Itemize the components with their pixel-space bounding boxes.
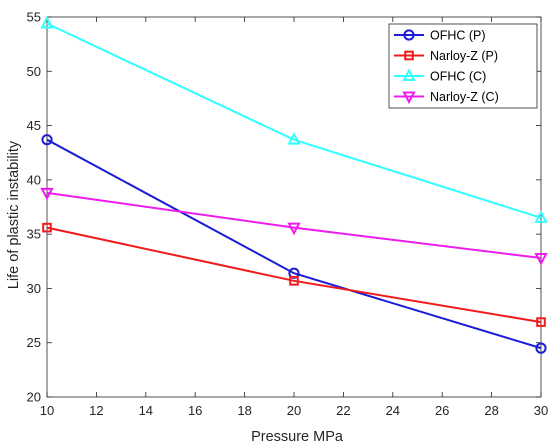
legend-label: Narloy-Z (C) [430,90,499,104]
data-point-marker [41,134,53,146]
series-line [46,138,542,350]
legend-label: Narloy-Z (P) [430,49,498,63]
x-axis-label: Pressure MPa [251,429,344,445]
y-tick-label: 30 [27,281,41,296]
series-1 [42,222,546,327]
x-tick-label: 14 [139,403,153,418]
y-tick-label: 35 [27,227,41,242]
x-tick-label: 24 [386,403,400,418]
legend-swatch-marker [404,50,414,61]
y-tick-label: 45 [27,118,41,133]
legend: OFHC (P) Narloy-Z (P) OFHC (C) Narloy-Z (C) [388,23,538,109]
x-tick-label: 26 [435,403,449,418]
x-tick-label: 20 [287,403,301,418]
x-tick-label: 10 [40,403,54,418]
y-axis-ticks: 20 25 30 35 40 45 50 55 [27,10,541,405]
y-tick-label: 25 [27,335,41,350]
x-tick-label: 22 [336,403,350,418]
legend-swatch-marker [402,68,416,81]
data-point-marker [40,15,54,29]
series-2 [40,15,548,223]
series-0 [41,134,547,354]
legend-item: OFHC (P) [394,29,486,43]
x-tick-label: 30 [534,403,548,418]
data-point-marker [40,187,54,201]
legend-item: OFHC (C) [394,68,486,84]
data-point-marker [534,253,548,266]
y-tick-label: 50 [27,64,41,79]
data-point-marker [535,342,547,354]
data-point-marker [534,210,548,223]
legend-item: Narloy-Z (P) [394,49,498,63]
data-point-marker [287,132,301,145]
legend-swatch-marker [403,29,415,41]
series-line [46,226,542,324]
data-point-marker [289,276,299,286]
legend-label: OFHC (P) [430,29,486,43]
legend-label: OFHC (C) [430,70,486,84]
y-axis-label: Life of plastic instability [6,140,22,289]
data-point-marker [536,317,546,327]
x-tick-label: 16 [188,403,202,418]
legend-item: Narloy-Z (C) [394,90,499,105]
data-point-marker [287,222,301,236]
y-tick-label: 55 [27,10,41,25]
x-tick-label: 18 [237,403,251,418]
x-tick-label: 28 [484,403,498,418]
x-tick-label: 12 [89,403,103,418]
series-3 [40,187,548,266]
data-point-marker [42,222,52,233]
series-lines [40,15,548,354]
legend-swatch-marker [402,91,416,105]
series-line [46,22,542,219]
x-axis-ticks: 10 12 14 16 18 20 22 24 26 28 30 [40,17,548,418]
y-tick-label: 40 [27,172,41,187]
y-tick-label: 20 [27,390,41,405]
series-line [46,191,542,260]
